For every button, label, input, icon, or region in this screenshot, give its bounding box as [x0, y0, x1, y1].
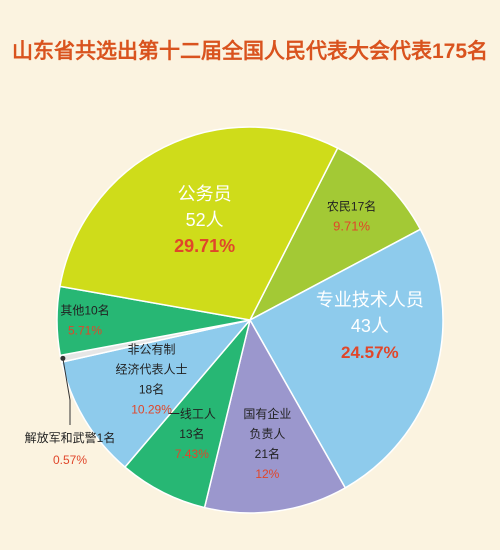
slice-label: 专业技术人员: [316, 290, 424, 310]
leader-line: [62, 358, 71, 425]
slice-label: 24.57%: [341, 343, 399, 362]
slice-label: 非公有制: [128, 342, 176, 356]
slice-label: 农民17名: [327, 199, 376, 214]
slice-label: 18名: [139, 381, 164, 396]
slice-label: 其他10名: [60, 303, 109, 318]
pie-slices: [56, 126, 444, 514]
slice-label: 公务员: [178, 184, 232, 204]
slice-label: 10.29%: [131, 402, 172, 416]
slice-label: 经济代表人士: [116, 361, 188, 376]
pie-slice: [59, 126, 339, 321]
slice-label: 负责人: [249, 427, 285, 441]
slice-label: 52人: [186, 210, 224, 230]
slice-label: 解放军和武警1名: [25, 430, 116, 445]
slice-label: 21名: [255, 446, 280, 461]
slice-label: 13名: [179, 426, 204, 441]
chart-title: 山东省共选出第十二届全国人民代表大会代表175名: [12, 39, 488, 63]
slice-label: 0.57%: [53, 453, 87, 467]
pie-slice: [60, 318, 253, 469]
pie-slice: [203, 317, 347, 514]
pie-slice: [248, 147, 422, 322]
slice-label: 7.43%: [175, 447, 209, 461]
slice-label: 5.71%: [68, 324, 102, 338]
slice-label: 9.71%: [333, 219, 370, 234]
slice-label: 43人: [351, 316, 389, 336]
pie-slice: [248, 228, 444, 489]
slice-label: 12%: [255, 467, 279, 481]
slice-label: 一线工人: [168, 407, 216, 421]
leader-dot: [60, 355, 66, 361]
slice-label: 国有企业: [243, 406, 291, 421]
slice-label: 29.71%: [174, 236, 235, 256]
